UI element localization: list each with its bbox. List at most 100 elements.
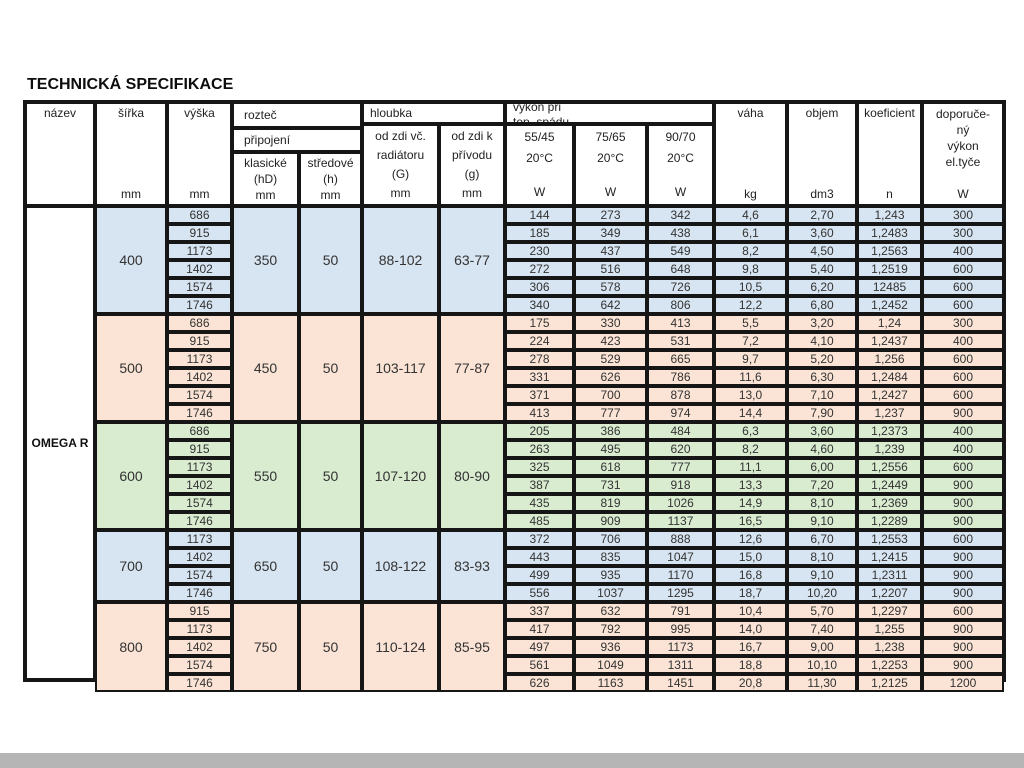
weight-cell: 13,0 bbox=[714, 386, 787, 404]
weight-cell: 9,8 bbox=[714, 260, 787, 278]
power-75-65-cell: 819 bbox=[574, 494, 647, 512]
power-75-65-cell: 423 bbox=[574, 332, 647, 350]
table-row: 325 618 777 11,1 6,00 1,2556 600 bbox=[505, 458, 1004, 476]
coefficient-cell: 1,2483 bbox=[857, 224, 922, 242]
coefficient-cell: 1,2563 bbox=[857, 242, 922, 260]
weight-cell: 11,6 bbox=[714, 368, 787, 386]
height-cell: 1746 bbox=[167, 674, 232, 692]
power-55-45-cell: 331 bbox=[505, 368, 574, 386]
height-cell: 686 bbox=[167, 314, 232, 332]
recommended-power-cell: 600 bbox=[922, 530, 1004, 548]
header-nazev: název bbox=[25, 102, 95, 206]
height-cell: 915 bbox=[167, 224, 232, 242]
coefficient-cell: 1,2452 bbox=[857, 296, 922, 314]
coefficient-cell: 1,238 bbox=[857, 638, 922, 656]
volume-cell: 6,30 bbox=[787, 368, 857, 386]
header-stredove: středové (h) mm bbox=[299, 152, 362, 206]
power-75-65-cell: 386 bbox=[574, 422, 647, 440]
width-value-cell: 800 bbox=[95, 602, 167, 692]
unit-mm: mm bbox=[462, 186, 482, 200]
header-pripojeni: připojení bbox=[232, 128, 362, 152]
table-row: 435 819 1026 14,9 8,10 1,2369 900 bbox=[505, 494, 1004, 512]
header-vyska: výška mm bbox=[167, 102, 232, 206]
table-row: 387 731 918 13,3 7,20 1,2449 900 bbox=[505, 476, 1004, 494]
weight-cell: 6,3 bbox=[714, 422, 787, 440]
power-75-65-cell: 516 bbox=[574, 260, 647, 278]
unit-dm3: dm3 bbox=[810, 187, 834, 201]
height-cell: 1173 bbox=[167, 530, 232, 548]
volume-cell: 6,00 bbox=[787, 458, 857, 476]
header-hloubka-group: hloubka od zdi vč. radiátoru (G) mm od z… bbox=[362, 102, 505, 206]
weight-cell: 12,2 bbox=[714, 296, 787, 314]
header-nazev-label: název bbox=[43, 106, 77, 120]
table-row: 556 1037 1295 18,7 10,20 1,2207 900 bbox=[505, 584, 1004, 602]
power-55-45-cell: 306 bbox=[505, 278, 574, 296]
recommended-power-cell: 900 bbox=[922, 494, 1004, 512]
table-row: 417 792 995 14,0 7,40 1,255 900 bbox=[505, 620, 1004, 638]
group-width-600: 600 686 915 1173 1402 1574 1746 550 50 107-120 80-… bbox=[95, 422, 1004, 530]
hloubka-g-cell: 110-124 bbox=[362, 602, 439, 692]
power-75-65-cell: 578 bbox=[574, 278, 647, 296]
weight-cell: 9,7 bbox=[714, 350, 787, 368]
volume-cell: 7,90 bbox=[787, 404, 857, 422]
power-55-45-cell: 435 bbox=[505, 494, 574, 512]
coefficient-cell: 1,2427 bbox=[857, 386, 922, 404]
weight-cell: 14,0 bbox=[714, 620, 787, 638]
coefficient-cell: 1,2125 bbox=[857, 674, 922, 692]
group-width-500: 500 686 915 1173 1402 1574 1746 450 50 103-117 77-… bbox=[95, 314, 1004, 422]
power-55-45-cell: 371 bbox=[505, 386, 574, 404]
hloubka-g2-cell: 83-93 bbox=[439, 530, 505, 602]
volume-cell: 5,20 bbox=[787, 350, 857, 368]
volume-cell: 7,40 bbox=[787, 620, 857, 638]
height-cell: 1402 bbox=[167, 548, 232, 566]
hloubka-g2-cell: 85-95 bbox=[439, 602, 505, 692]
coefficient-cell: 1,2556 bbox=[857, 458, 922, 476]
weight-cell: 16,5 bbox=[714, 512, 787, 530]
height-cell: 1574 bbox=[167, 566, 232, 584]
coefficient-cell: 1,243 bbox=[857, 206, 922, 224]
weight-cell: 16,8 bbox=[714, 566, 787, 584]
height-cell: 915 bbox=[167, 602, 232, 620]
coefficient-cell: 12485 bbox=[857, 278, 922, 296]
height-cell: 915 bbox=[167, 440, 232, 458]
product-name-cell: OMEGA R bbox=[25, 206, 95, 680]
power-90-70-cell: 777 bbox=[647, 458, 714, 476]
power-55-45-cell: 626 bbox=[505, 674, 574, 692]
weight-cell: 18,7 bbox=[714, 584, 787, 602]
weight-cell: 15,0 bbox=[714, 548, 787, 566]
power-90-70-cell: 1173 bbox=[647, 638, 714, 656]
power-90-70-cell: 438 bbox=[647, 224, 714, 242]
weight-cell: 16,7 bbox=[714, 638, 787, 656]
coefficient-cell: 1,255 bbox=[857, 620, 922, 638]
recommended-power-cell: 300 bbox=[922, 224, 1004, 242]
volume-cell: 5,70 bbox=[787, 602, 857, 620]
volume-cell: 9,00 bbox=[787, 638, 857, 656]
power-90-70-cell: 1047 bbox=[647, 548, 714, 566]
power-75-65-cell: 437 bbox=[574, 242, 647, 260]
recommended-power-cell: 600 bbox=[922, 296, 1004, 314]
header-klasicke: klasické (hD) mm bbox=[232, 152, 299, 206]
height-cell: 1402 bbox=[167, 638, 232, 656]
volume-cell: 2,70 bbox=[787, 206, 857, 224]
header-temp-75-65: 75/65 20°C W bbox=[574, 124, 647, 206]
table-row: 263 495 620 8,2 4,60 1,239 400 bbox=[505, 440, 1004, 458]
power-90-70-cell: 888 bbox=[647, 530, 714, 548]
width-value-cell: 500 bbox=[95, 314, 167, 422]
power-75-65-cell: 642 bbox=[574, 296, 647, 314]
power-90-70-cell: 786 bbox=[647, 368, 714, 386]
height-cell: 1746 bbox=[167, 584, 232, 602]
groups-container: 400 686 915 1173 1402 1574 1746 350 50 88-102 63-7… bbox=[95, 206, 1004, 692]
power-90-70-cell: 620 bbox=[647, 440, 714, 458]
unit-w: W bbox=[957, 187, 969, 201]
volume-cell: 10,20 bbox=[787, 584, 857, 602]
volume-cell: 8,10 bbox=[787, 548, 857, 566]
power-90-70-cell: 1137 bbox=[647, 512, 714, 530]
table-row: 272 516 648 9,8 5,40 1,2519 600 bbox=[505, 260, 1004, 278]
height-column: 686 915 1173 1402 1574 1746 bbox=[167, 206, 232, 314]
volume-cell: 6,80 bbox=[787, 296, 857, 314]
weight-cell: 10,5 bbox=[714, 278, 787, 296]
recommended-power-cell: 600 bbox=[922, 260, 1004, 278]
width-value-cell: 400 bbox=[95, 206, 167, 314]
power-75-65-cell: 618 bbox=[574, 458, 647, 476]
recommended-power-cell: 400 bbox=[922, 242, 1004, 260]
